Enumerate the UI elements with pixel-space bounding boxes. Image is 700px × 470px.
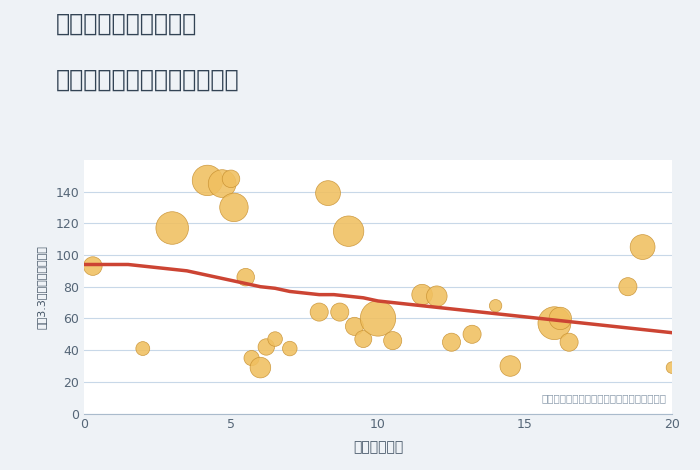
Point [358,335,369,343]
Point [255,364,266,371]
Point [549,320,560,327]
Point [349,322,360,330]
Point [167,224,178,232]
Y-axis label: 坪（3.3㎡）単価（万円）: 坪（3.3㎡）単価（万円） [37,245,47,329]
Point [88,262,99,270]
Point [666,364,678,371]
Point [314,308,325,316]
Point [466,330,477,338]
Point [416,291,428,298]
Point [334,308,345,316]
Point [490,302,501,310]
Point [137,345,148,352]
Point [446,338,457,346]
Point [323,189,334,197]
Point [372,315,384,322]
Point [246,354,257,362]
Point [202,177,213,184]
Point [228,204,239,211]
X-axis label: 駅距離（分）: 駅距離（分） [353,440,403,454]
Text: 駅距離別中古マンション価格: 駅距離別中古マンション価格 [56,68,239,92]
Text: 奈良県奈良市杉ヶ町の: 奈良県奈良市杉ヶ町の [56,12,197,36]
Point [260,343,272,351]
Point [637,243,648,251]
Point [270,335,281,343]
Point [240,274,251,281]
Point [216,180,228,188]
Point [622,283,634,290]
Point [554,315,566,322]
Point [387,337,398,345]
Point [564,338,575,346]
Point [505,362,516,370]
Point [343,227,354,235]
Point [431,292,442,300]
Text: 円の大きさは、取引のあった物件面積を示す: 円の大きさは、取引のあった物件面積を示す [541,393,666,403]
Point [284,345,295,352]
Point [225,175,237,183]
